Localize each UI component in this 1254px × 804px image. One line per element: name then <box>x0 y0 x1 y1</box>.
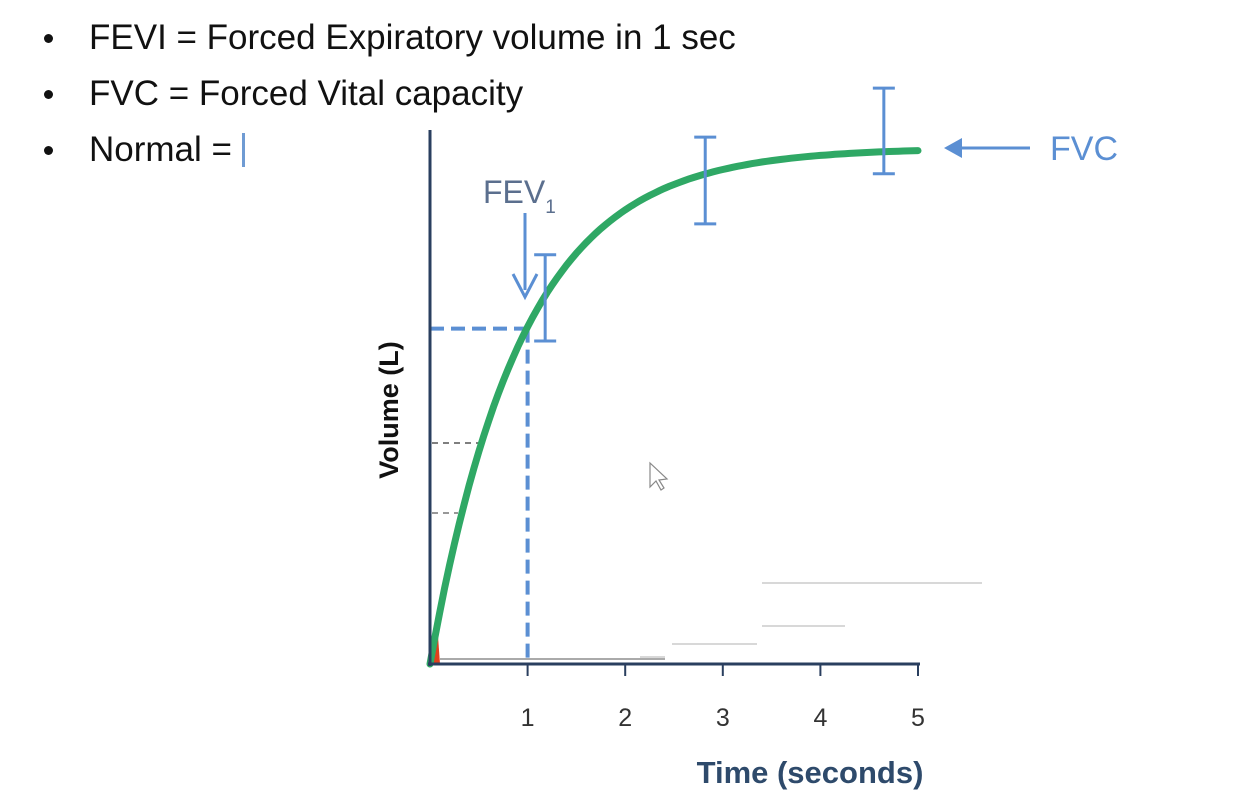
bullet-fev1: FEVI = Forced Expiratory volume in 1 sec <box>44 10 736 66</box>
x-axis-label: Time (seconds) <box>697 755 924 790</box>
series-line <box>426 147 922 668</box>
x-tick-label: 2 <box>618 704 632 732</box>
bullet-fvc: FVC = Forced Vital capacity <box>44 66 736 122</box>
bullet-normal: Normal = <box>44 122 736 178</box>
x-tick-label: 3 <box>716 704 730 732</box>
bullet-text: Normal = <box>89 130 232 169</box>
fev1-arrow-icon <box>511 273 539 301</box>
x-tick-label: 4 <box>813 704 827 732</box>
fvc-arrow-icon <box>944 138 962 158</box>
decor <box>430 442 982 664</box>
fev1-subscript: 1 <box>545 197 556 218</box>
bullet-dot <box>44 33 53 43</box>
error-bar <box>694 135 717 226</box>
normal-range-icon <box>241 133 245 167</box>
x-tick-label: 1 <box>521 704 535 732</box>
x-tick-label: 5 <box>911 704 925 732</box>
fev1-label-text: FEV <box>483 174 546 210</box>
error-bar <box>534 253 557 343</box>
y-axis-label: Volume (L) <box>374 341 404 479</box>
fvc-label: FVC <box>1050 130 1118 168</box>
bullet-text: FEVI = Forced Expiratory volume in 1 sec <box>89 18 736 57</box>
mouse-cursor-icon <box>649 461 669 491</box>
bullet-list: FEVI = Forced Expiratory volume in 1 sec… <box>44 10 736 178</box>
bullet-text: FVC = Forced Vital capacity <box>89 74 524 113</box>
error-bar <box>872 86 895 176</box>
fev1-label: FEV1 <box>483 174 556 218</box>
bullet-dot <box>44 145 53 155</box>
bullet-dot <box>44 89 53 99</box>
